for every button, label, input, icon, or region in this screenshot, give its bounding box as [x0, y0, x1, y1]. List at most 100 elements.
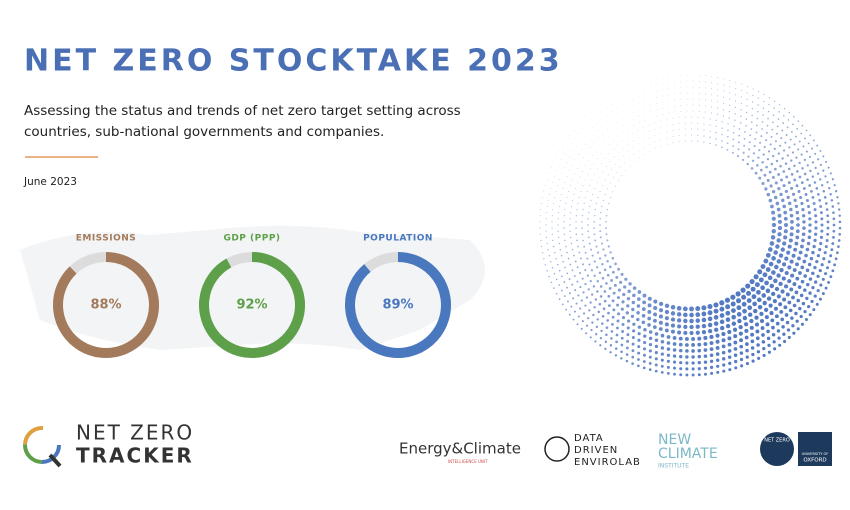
- dot: [787, 244, 792, 249]
- dot: [584, 304, 587, 307]
- dot: [593, 134, 594, 136]
- dot: [575, 227, 577, 229]
- dot: [642, 360, 646, 363]
- dot: [802, 220, 806, 224]
- dot: [689, 306, 694, 312]
- dot: [766, 329, 770, 334]
- dot: [733, 334, 738, 339]
- dot: [778, 253, 784, 258]
- dot: [564, 153, 566, 155]
- dot: [765, 252, 771, 258]
- dot: [612, 177, 614, 179]
- dot: [615, 340, 618, 344]
- dot: [758, 91, 760, 93]
- dot: [745, 342, 749, 346]
- dot: [771, 175, 775, 179]
- dot: [628, 150, 629, 152]
- dot: [668, 106, 669, 108]
- dot: [653, 312, 658, 317]
- dot: [626, 95, 628, 96]
- dot: [610, 278, 614, 282]
- dot: [666, 365, 670, 369]
- dot: [678, 342, 683, 347]
- dot: [629, 165, 631, 167]
- dot: [666, 341, 671, 345]
- dot: [623, 155, 625, 156]
- dot: [695, 318, 701, 323]
- donut-arc: [53, 252, 159, 358]
- dot: [776, 329, 781, 333]
- dot: [601, 118, 602, 120]
- dot: [786, 328, 791, 332]
- dot: [662, 95, 663, 97]
- dot: [625, 311, 629, 315]
- dot: [607, 245, 610, 248]
- dot: [614, 354, 618, 357]
- dot: [697, 128, 699, 130]
- dot: [774, 286, 780, 292]
- dot: [716, 370, 720, 374]
- dot: [825, 208, 829, 211]
- dot: [550, 261, 552, 263]
- dot: [775, 132, 778, 135]
- dot: [567, 300, 569, 303]
- dot: [621, 98, 622, 99]
- dot: [550, 281, 553, 284]
- dot: [819, 149, 822, 152]
- dot: [777, 152, 781, 155]
- dot: [680, 110, 682, 112]
- dot: [540, 246, 543, 248]
- dot: [678, 336, 683, 341]
- dot: [590, 269, 594, 272]
- dot: [792, 282, 797, 287]
- dot: [576, 239, 578, 242]
- dot: [819, 178, 822, 181]
- dot: [660, 120, 662, 122]
- dot: [761, 160, 764, 164]
- dot: [574, 289, 577, 292]
- dot: [672, 123, 674, 125]
- dot: [617, 121, 618, 123]
- dot: [735, 291, 741, 297]
- dot: [746, 290, 752, 296]
- dot: [678, 348, 683, 353]
- dot: [771, 325, 775, 330]
- dot: [719, 313, 725, 318]
- dot: [763, 173, 767, 177]
- dot: [624, 162, 626, 164]
- dot: [757, 97, 760, 99]
- dot: [658, 301, 664, 307]
- dot: [778, 302, 783, 307]
- dot: [753, 145, 756, 148]
- dot: [707, 310, 713, 316]
- dot: [754, 315, 759, 320]
- dot: [715, 339, 720, 344]
- dot: [566, 161, 568, 163]
- dot: [588, 309, 591, 312]
- dot: [824, 286, 828, 290]
- dot: [750, 346, 755, 350]
- dot: [598, 257, 602, 260]
- dot: [739, 122, 742, 124]
- dot: [763, 100, 765, 102]
- logo-ring: [23, 426, 61, 464]
- dot: [615, 333, 619, 337]
- dot: [666, 125, 668, 127]
- dot: [653, 318, 657, 323]
- dot: [605, 333, 608, 337]
- dot: [715, 119, 717, 121]
- dot: [601, 185, 603, 187]
- dot: [573, 254, 575, 257]
- dot: [787, 181, 791, 185]
- dot: [676, 318, 682, 323]
- dot: [656, 109, 657, 111]
- dot: [818, 248, 822, 252]
- dot: [782, 332, 786, 336]
- dot: [785, 134, 788, 136]
- dot: [576, 146, 577, 147]
- dot: [572, 151, 574, 152]
- dot: [605, 107, 607, 109]
- dot: [735, 81, 737, 83]
- dot: [638, 109, 640, 111]
- dot: [838, 220, 842, 224]
